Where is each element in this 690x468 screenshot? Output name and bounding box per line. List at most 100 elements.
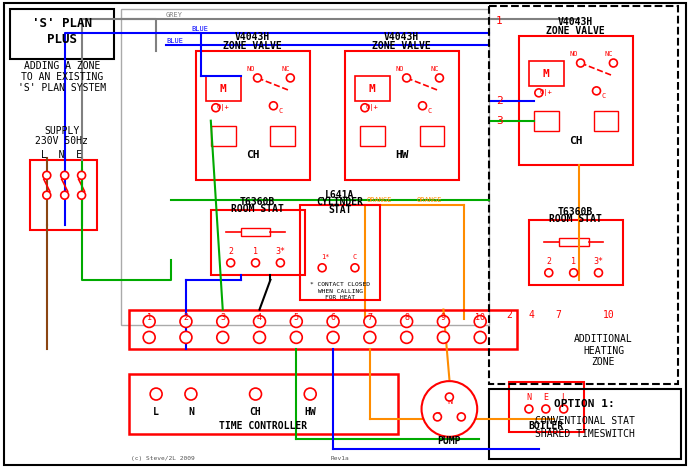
Bar [241,228,270,236]
Bar [10,9,115,59]
Text: SUPPLY: SUPPLY [44,125,79,136]
Circle shape [351,264,359,272]
Text: 10: 10 [475,313,485,322]
Circle shape [277,259,284,267]
Circle shape [253,74,262,82]
Circle shape [61,171,68,179]
Bar [360,125,385,146]
Text: 3*: 3* [275,248,286,256]
Circle shape [525,405,533,413]
Text: L: L [153,407,159,417]
Text: CH: CH [569,136,582,146]
Circle shape [403,74,411,82]
Text: STAT: STAT [328,205,352,215]
Bar [593,111,618,131]
Text: PLUS: PLUS [47,33,77,46]
Text: NC: NC [281,66,290,72]
Circle shape [77,191,86,199]
Text: 2: 2 [496,96,503,106]
Text: FOR HEAT: FOR HEAT [325,295,355,300]
Text: 8: 8 [404,313,409,322]
Circle shape [545,269,553,277]
Text: ZONE VALVE: ZONE VALVE [373,41,431,51]
Bar [196,51,310,180]
Bar [300,205,380,300]
Text: 7: 7 [555,309,562,320]
Circle shape [474,331,486,344]
Circle shape [250,388,262,400]
Text: HW: HW [395,151,408,161]
Circle shape [144,331,155,344]
Text: M: M [542,69,549,79]
Text: 230V 50Hz: 230V 50Hz [35,136,88,146]
Circle shape [304,388,316,400]
Text: V4043H: V4043H [384,32,420,42]
Text: ROOM STAT: ROOM STAT [231,204,284,214]
Text: 1: 1 [496,16,503,26]
Circle shape [217,331,228,344]
Text: L641A: L641A [326,190,355,200]
Text: 7: 7 [367,313,373,322]
Bar [206,76,241,101]
Circle shape [318,264,326,272]
Text: TIME CONTROLLER: TIME CONTROLLER [219,421,308,431]
Text: V4043H: V4043H [235,32,270,42]
Text: 2: 2 [228,248,233,256]
Bar [420,125,444,146]
Circle shape [422,381,477,437]
Text: NC: NC [604,51,613,57]
Text: N: N [447,396,452,405]
Text: 'S' PLAN: 'S' PLAN [32,17,92,30]
Text: C: C [278,108,282,114]
Text: NO: NO [395,66,404,72]
Text: * CONTACT CLOSED: * CONTACT CLOSED [310,282,370,287]
Circle shape [212,104,219,112]
Circle shape [252,259,259,267]
Text: E: E [543,393,549,402]
Text: N: N [526,393,531,402]
Circle shape [253,315,266,328]
Text: O|+: O|+ [366,104,378,111]
Circle shape [290,331,302,344]
Text: ZONE: ZONE [592,357,615,367]
Bar [519,36,633,165]
Circle shape [185,388,197,400]
Text: WHEN CALLING: WHEN CALLING [317,289,362,294]
Text: 9: 9 [441,313,446,322]
Circle shape [144,315,155,328]
Circle shape [437,331,449,344]
Text: NC: NC [431,66,439,72]
Text: C: C [427,108,432,114]
Circle shape [253,331,266,344]
Text: O|+: O|+ [540,89,552,96]
Text: V4043H: V4043H [558,17,593,27]
Text: ADDING A ZONE: ADDING A ZONE [23,61,100,71]
Text: BLUE: BLUE [191,26,208,32]
Text: HEATING: HEATING [583,346,624,356]
Text: 4: 4 [529,309,535,320]
Text: 6: 6 [331,313,335,322]
Circle shape [150,388,162,400]
Circle shape [401,331,413,344]
Text: CYLINDER: CYLINDER [317,197,364,207]
Text: PUMP: PUMP [437,436,461,446]
Circle shape [474,315,486,328]
Text: TO AN EXISTING: TO AN EXISTING [21,72,103,82]
Circle shape [435,74,444,82]
Circle shape [593,87,600,95]
Text: ZONE VALVE: ZONE VALVE [546,26,605,36]
Circle shape [361,104,369,112]
Bar [529,61,564,86]
Circle shape [437,315,449,328]
Text: BLUE: BLUE [166,38,183,44]
Text: OPTION 1:: OPTION 1: [554,399,615,409]
Text: (c) Steve/2L 2009: (c) Steve/2L 2009 [131,456,195,461]
Bar [121,9,489,325]
Text: NO: NO [246,66,255,72]
Text: 2: 2 [546,257,551,266]
Text: T6360B: T6360B [240,197,275,207]
Text: 3: 3 [220,313,225,322]
Bar [30,161,97,230]
Text: 2: 2 [184,313,188,322]
Text: L  N  E: L N E [41,151,82,161]
